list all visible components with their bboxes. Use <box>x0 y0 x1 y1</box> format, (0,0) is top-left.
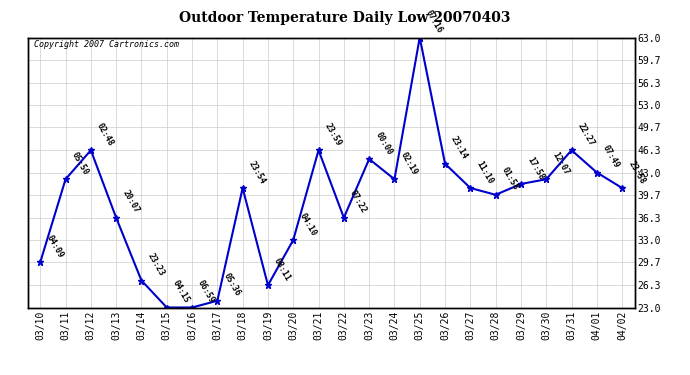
Text: 05:50: 05:50 <box>70 150 90 177</box>
Text: 06:59: 06:59 <box>196 279 217 305</box>
Text: 02:19: 02:19 <box>399 150 419 177</box>
Text: 04:10: 04:10 <box>297 211 317 237</box>
Text: 04:15: 04:15 <box>171 279 191 305</box>
Text: 23:23: 23:23 <box>146 252 166 278</box>
Text: 23:14: 23:14 <box>449 135 469 161</box>
Text: 11:10: 11:10 <box>475 159 495 185</box>
Text: Copyright 2007 Cartronics.com: Copyright 2007 Cartronics.com <box>34 40 179 49</box>
Text: 23:54: 23:54 <box>247 159 267 185</box>
Text: 23:59: 23:59 <box>323 121 343 147</box>
Text: 04:09: 04:09 <box>44 233 65 260</box>
Text: 08:11: 08:11 <box>272 256 293 282</box>
Text: 20:07: 20:07 <box>120 189 141 215</box>
Text: 07:22: 07:22 <box>348 189 368 215</box>
Text: 07:49: 07:49 <box>601 144 621 170</box>
Text: 07:16: 07:16 <box>424 9 444 35</box>
Text: 17:58: 17:58 <box>525 155 545 181</box>
Text: Outdoor Temperature Daily Low 20070403: Outdoor Temperature Daily Low 20070403 <box>179 11 511 25</box>
Text: 12:07: 12:07 <box>551 150 571 177</box>
Text: 02:48: 02:48 <box>95 121 115 147</box>
Text: 01:58: 01:58 <box>500 166 520 192</box>
Text: 00:00: 00:00 <box>373 130 393 156</box>
Text: 23:58: 23:58 <box>627 159 647 185</box>
Text: 22:27: 22:27 <box>575 121 596 147</box>
Text: 05:36: 05:36 <box>221 272 242 298</box>
